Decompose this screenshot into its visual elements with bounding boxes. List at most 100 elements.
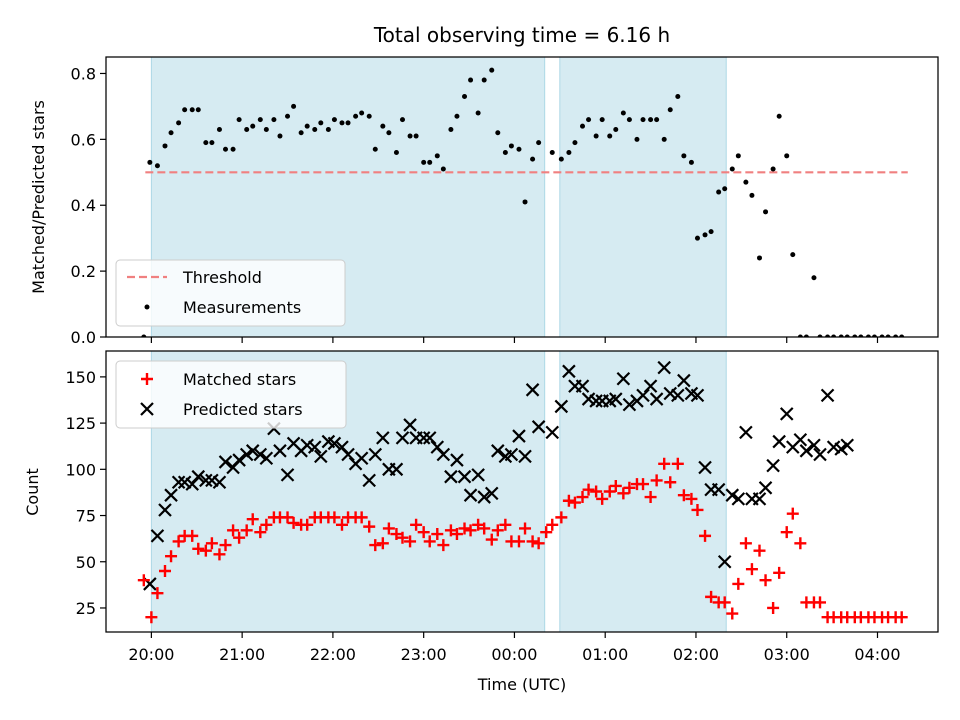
- measurement-point: [359, 110, 365, 116]
- measurement-point: [640, 117, 646, 123]
- matched-star-point: [512, 535, 525, 548]
- matched-star-point: [254, 526, 267, 539]
- measurement-point: [681, 153, 687, 159]
- predicted-star-point: [416, 431, 431, 445]
- predicted-star-point: [158, 503, 172, 517]
- measurement-point: [549, 150, 555, 156]
- measurement-point: [661, 136, 667, 142]
- matched-star-point: [745, 563, 758, 576]
- predicted-star-point: [232, 453, 246, 467]
- matched-star-point: [205, 537, 218, 550]
- predicted-star-point: [799, 444, 814, 458]
- count-ytick-label: 100: [65, 460, 96, 479]
- matched-star-point: [773, 566, 786, 579]
- matched-star-point: [895, 611, 908, 624]
- matched-star-point: [705, 590, 718, 603]
- matched-star-point: [691, 503, 704, 516]
- measurement-point: [790, 252, 796, 258]
- matched-legend-label: Matched stars: [183, 370, 296, 389]
- measurement-point: [162, 143, 168, 149]
- count-legend: Matched stars Predicted stars: [115, 360, 347, 429]
- measurement-points: [141, 67, 905, 337]
- measurement-point: [586, 117, 592, 123]
- predicted-star-point: [245, 444, 260, 458]
- matched-star-point: [540, 526, 553, 539]
- matched-star-point: [172, 535, 185, 548]
- predicted-star-point: [463, 488, 478, 502]
- predicted-star-point: [389, 462, 404, 477]
- predicted-star-point: [725, 488, 740, 502]
- predicted-star-point: [820, 388, 835, 403]
- measurement-point: [489, 67, 495, 73]
- predicted-star-point: [376, 431, 390, 445]
- measurement-point: [366, 113, 372, 119]
- count-xtick-label: 23:00: [401, 645, 447, 664]
- matched-star-point: [718, 596, 731, 609]
- matched-star-point: [165, 550, 178, 563]
- measurement-point: [599, 117, 605, 123]
- matched-star-point: [759, 574, 772, 587]
- matched-star-point: [186, 529, 199, 542]
- measurement-point: [735, 153, 741, 159]
- measurement-point: [304, 123, 310, 129]
- matched-star-point: [637, 478, 650, 491]
- predicted-star-point: [422, 431, 437, 445]
- matched-star-point: [739, 537, 752, 550]
- predicted-star-point: [273, 444, 287, 458]
- predicted-star-point: [589, 394, 603, 408]
- predicted-star-point: [395, 431, 410, 445]
- matched-star-point: [355, 511, 368, 524]
- ratio-legend-box: [115, 259, 346, 327]
- predicted-star-point: [403, 418, 417, 432]
- predicted-legend-label: Predicted stars: [183, 400, 303, 419]
- matched-star-point: [227, 524, 240, 537]
- matched-star-point: [151, 587, 164, 600]
- predicted-star-point: [314, 449, 328, 464]
- measurement-point: [729, 166, 735, 172]
- count-xtick-label: 01:00: [582, 645, 628, 664]
- measurement-point: [722, 186, 728, 192]
- matched-star-point: [658, 457, 671, 470]
- measurement-point: [434, 153, 440, 159]
- measurement-point: [230, 146, 236, 152]
- count-legend-box: [115, 360, 347, 429]
- measurement-point: [654, 117, 660, 123]
- matched-star-point: [464, 524, 477, 537]
- matched-star-point: [390, 528, 403, 541]
- measurement-point: [462, 94, 468, 100]
- measurement-point: [572, 140, 578, 146]
- predicted-star-point: [834, 442, 848, 456]
- matched-star-point: [623, 481, 636, 494]
- matched-star-point: [137, 574, 150, 587]
- matched-star-point: [532, 537, 545, 550]
- matched-star-point: [417, 526, 430, 539]
- ratio-x-ticks: [150, 337, 879, 343]
- measurement-point: [182, 107, 188, 113]
- measurement-point: [399, 117, 405, 123]
- predicted-star-point: [362, 473, 376, 488]
- measurement-point: [536, 140, 542, 146]
- measurement-point: [694, 235, 700, 241]
- predicted-star-point: [717, 554, 732, 569]
- measurement-point: [675, 94, 681, 100]
- predicted-star-point: [636, 388, 650, 403]
- matched-star-point: [213, 548, 226, 561]
- measurement-point: [285, 113, 291, 119]
- count-y-axis-label: Count: [23, 468, 42, 516]
- measurement-point: [386, 130, 392, 136]
- predicted-star-point: [444, 469, 458, 484]
- predicted-star-point: [671, 388, 685, 403]
- predicted-star-point: [616, 371, 631, 386]
- count-ytick-label: 125: [65, 414, 96, 433]
- measurement-point: [502, 150, 508, 156]
- ratio-y-ticks: 0.0 0.2 0.4 0.6 0.8: [71, 64, 106, 347]
- predicted-star-point: [253, 447, 268, 462]
- count-ytick-label: 50: [76, 553, 96, 572]
- measurement-point: [195, 107, 201, 113]
- matched-star-point: [671, 457, 684, 470]
- matched-star-point: [376, 537, 389, 550]
- matched-star-point: [410, 518, 423, 531]
- measurement-point: [776, 113, 782, 119]
- matched-star-point: [794, 537, 807, 550]
- predicted-star-point: [525, 383, 540, 397]
